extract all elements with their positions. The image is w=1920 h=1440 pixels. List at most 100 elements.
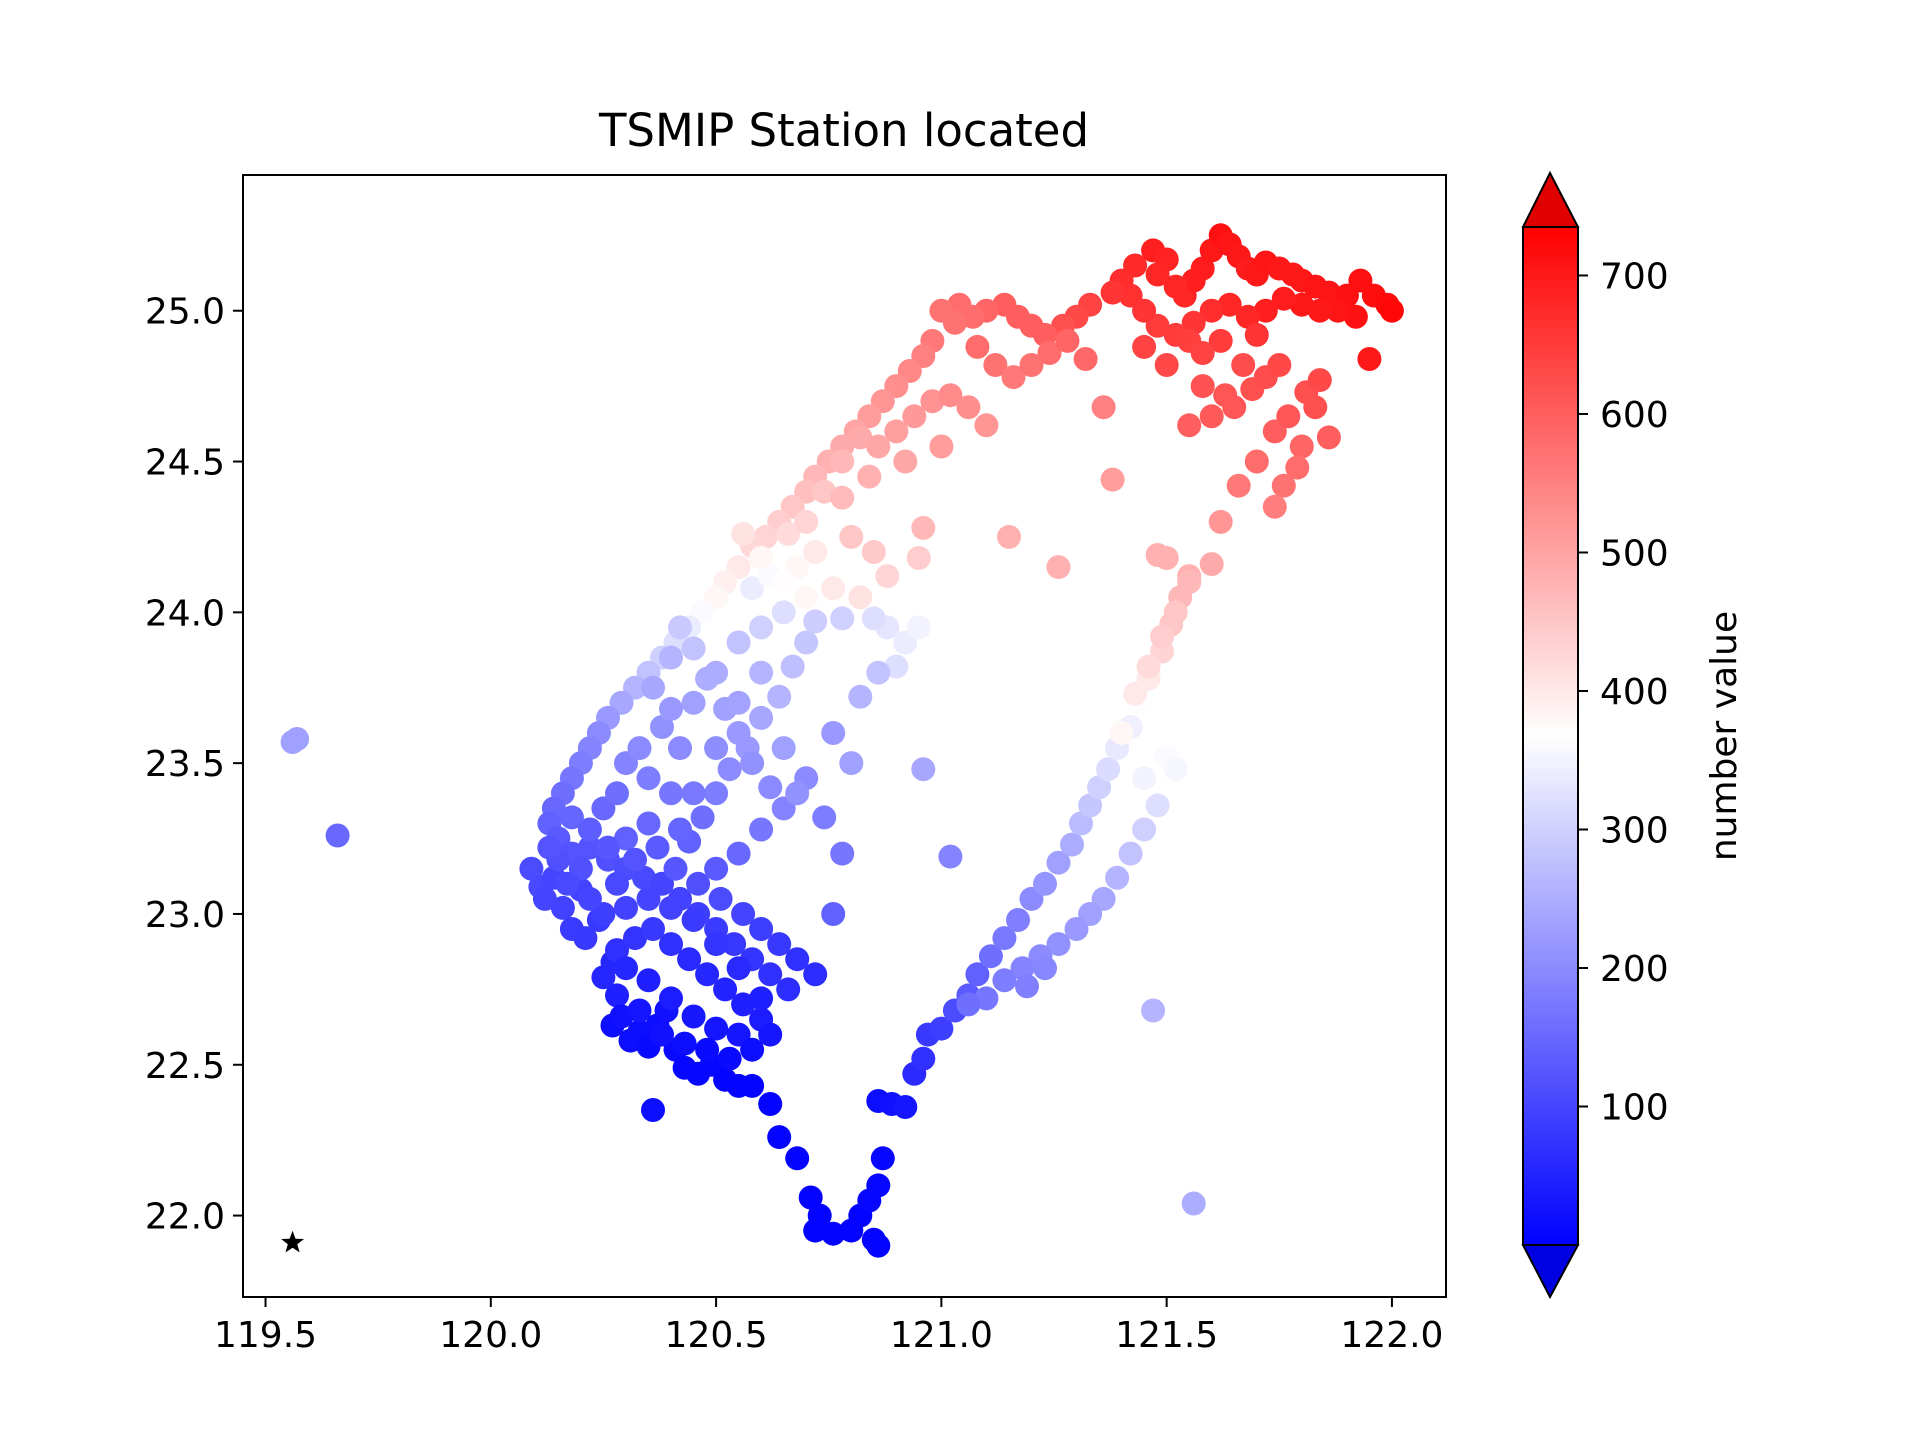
station-point	[726, 690, 751, 715]
plot-area-frame	[242, 174, 1447, 1298]
station-point	[695, 962, 720, 987]
station-point	[911, 757, 936, 782]
station-point	[636, 766, 661, 791]
station-point	[992, 968, 1017, 993]
station-point	[749, 917, 774, 941]
station-point	[681, 636, 706, 661]
station-point	[659, 986, 683, 1011]
station-point	[677, 947, 702, 972]
station-point	[1132, 817, 1157, 842]
station-point	[1343, 304, 1368, 329]
station-point	[1271, 473, 1296, 498]
station-point	[911, 1046, 936, 1071]
station-point	[758, 1022, 783, 1047]
y-tick-label: 24.0	[145, 593, 225, 634]
colorbar-ticks: 100 200 300 400 500 600 700	[1578, 256, 1669, 1128]
station-point	[1073, 347, 1098, 371]
station-point	[1262, 494, 1287, 519]
colorbar: 100 200 300 400 500 600 700 number value	[1521, 170, 1745, 1300]
station-point	[627, 736, 652, 761]
station-point	[704, 856, 729, 881]
y-tick-label: 22.0	[145, 1197, 225, 1238]
station-point	[577, 835, 602, 860]
station-point	[771, 736, 796, 761]
station-point	[641, 675, 665, 700]
colorbar-gradient	[1522, 226, 1579, 1246]
station-point	[681, 781, 706, 806]
station-point	[519, 856, 544, 881]
station-point	[1145, 793, 1170, 818]
station-point	[1163, 757, 1188, 782]
station-point	[821, 721, 846, 745]
station-point	[893, 449, 918, 474]
station-point	[785, 1146, 810, 1171]
station-point	[749, 546, 774, 570]
station-point	[704, 781, 729, 806]
station-point	[1055, 328, 1080, 353]
colorbar-tick-label: 200	[1600, 949, 1669, 990]
station-point	[1231, 353, 1256, 377]
station-point	[668, 736, 692, 761]
station-point	[740, 751, 765, 776]
station-point	[1145, 262, 1170, 287]
station-point	[776, 977, 801, 1002]
y-tick-label: 23.0	[145, 895, 225, 936]
station-point	[1150, 624, 1175, 649]
station-point	[839, 524, 864, 549]
station-point	[956, 395, 981, 420]
station-point	[821, 576, 846, 601]
station-point	[1091, 395, 1116, 420]
station-point	[830, 449, 855, 474]
station-point	[1105, 865, 1130, 890]
station-point	[668, 817, 692, 842]
y-tick-label: 22.5	[145, 1046, 225, 1087]
station-point	[749, 615, 774, 640]
station-point	[1015, 974, 1039, 999]
station-point	[1325, 298, 1350, 323]
station-point	[681, 1004, 706, 1029]
station-point	[722, 932, 747, 957]
station-point	[803, 540, 828, 564]
station-point	[965, 962, 990, 987]
station-point	[929, 434, 954, 459]
station-point	[1118, 841, 1143, 866]
x-tick-label: 121.0	[890, 1315, 993, 1356]
station-point	[1141, 998, 1166, 1023]
station-point	[1199, 298, 1224, 323]
station-point	[965, 334, 990, 359]
station-point	[1208, 328, 1233, 353]
station-point	[1177, 413, 1202, 438]
station-point	[1307, 368, 1332, 393]
station-point	[938, 844, 963, 869]
station-point	[1001, 365, 1026, 390]
station-point	[974, 413, 999, 438]
station-point	[861, 606, 886, 631]
station-point	[663, 856, 688, 881]
station-point	[285, 727, 310, 751]
x-tick-label: 120.5	[665, 1315, 768, 1356]
station-point	[1199, 404, 1224, 429]
y-tick-label: 24.5	[145, 443, 225, 484]
station-point	[1060, 832, 1084, 857]
station-point	[614, 826, 638, 851]
station-point	[861, 540, 886, 564]
station-point	[731, 521, 756, 546]
station-point	[992, 926, 1017, 951]
station-point	[767, 932, 792, 957]
station-point	[884, 419, 909, 444]
station-point	[1046, 932, 1071, 957]
station-point	[605, 938, 629, 963]
station-point	[1226, 473, 1251, 498]
station-point	[1181, 1191, 1206, 1216]
colorbar-label: number value	[1704, 611, 1745, 861]
points-layer	[280, 223, 1404, 1258]
station-point	[636, 811, 661, 836]
station-point	[650, 715, 674, 739]
station-point	[1100, 280, 1125, 305]
station-point	[1208, 509, 1233, 534]
station-point	[681, 690, 706, 715]
station-point	[740, 1073, 765, 1098]
station-point	[767, 684, 792, 709]
